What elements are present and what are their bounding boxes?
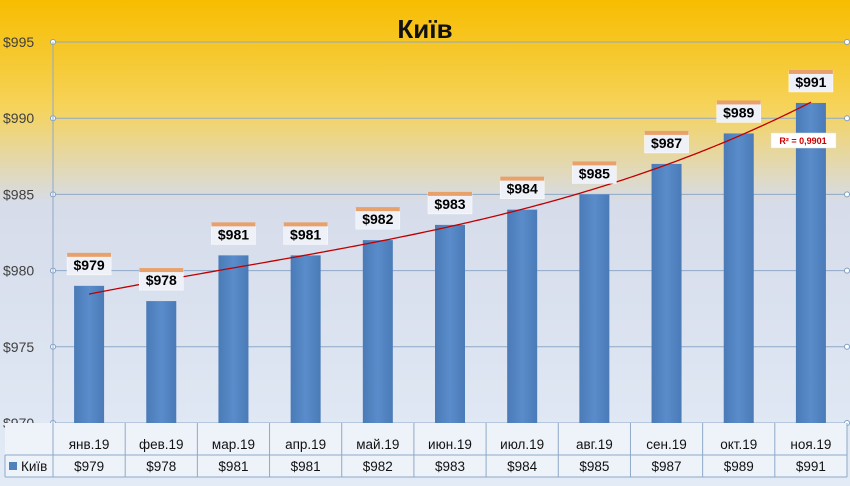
data-label: $981 xyxy=(290,226,321,242)
data-label: $982 xyxy=(362,211,393,227)
table-value: $983 xyxy=(435,459,465,474)
data-label-callout: $987 xyxy=(644,130,689,154)
data-label: $983 xyxy=(434,196,465,212)
y-tick-label: $985 xyxy=(3,186,34,202)
data-table: янв.19 $979 фев.19 $978 мар.19 $981 апр.19 $981… xyxy=(4,423,848,478)
data-label-callout: $979 xyxy=(66,252,112,276)
x-tick-label: янв.19 xyxy=(69,437,110,452)
table-value: $991 xyxy=(796,459,826,474)
bar xyxy=(795,102,826,424)
data-label: $987 xyxy=(651,135,682,151)
data-label-callout: $989 xyxy=(716,100,761,123)
x-tick-label: ноя.19 xyxy=(790,437,831,452)
bar xyxy=(723,133,754,423)
bar xyxy=(218,255,249,423)
data-label: $984 xyxy=(507,181,538,197)
data-label-callout: $982 xyxy=(355,207,401,230)
data-label: $979 xyxy=(74,257,105,273)
r-squared-label: R² = 0,9901 xyxy=(779,136,826,146)
y-tick-label: $990 xyxy=(3,110,34,126)
bar xyxy=(651,163,682,424)
x-tick-label: авг.19 xyxy=(576,437,613,452)
table-value: $985 xyxy=(579,459,609,474)
data-label-cap xyxy=(500,176,545,181)
table-value: $981 xyxy=(291,459,321,474)
gridline-marker xyxy=(844,343,850,350)
data-label-callout: $983 xyxy=(427,191,473,215)
data-label: $989 xyxy=(723,104,754,120)
data-label-callout: $978 xyxy=(139,268,184,291)
data-label-callout: $981 xyxy=(283,222,328,245)
gridline-marker xyxy=(844,115,850,122)
table-background xyxy=(5,423,847,477)
bar xyxy=(507,209,538,423)
data-label-cap xyxy=(139,268,184,273)
table-value: $982 xyxy=(363,459,393,474)
x-tick-label: сен.19 xyxy=(646,437,686,452)
data-label: $978 xyxy=(146,272,177,288)
bar xyxy=(579,194,610,423)
data-label-cap xyxy=(644,130,689,135)
x-tick-label: окт.19 xyxy=(720,437,757,452)
data-label-callout: $991 xyxy=(788,69,834,93)
x-tick-label: июн.19 xyxy=(428,437,472,452)
gridline-marker xyxy=(844,191,850,198)
r-squared-box: R² = 0,9901 xyxy=(770,132,837,149)
data-label-cap xyxy=(716,100,761,105)
data-label-cap xyxy=(428,191,472,196)
gridline-marker xyxy=(844,39,850,45)
x-tick-label: апр.19 xyxy=(285,437,326,452)
bar xyxy=(146,301,177,423)
data-label-cap xyxy=(67,252,112,257)
table-value: $978 xyxy=(146,459,176,474)
bar xyxy=(290,255,321,423)
x-tick-label: фев.19 xyxy=(139,437,184,452)
data-label: $981 xyxy=(218,226,249,242)
y-tick-label: $975 xyxy=(3,339,34,355)
data-label-cap xyxy=(572,161,617,166)
table-value: $981 xyxy=(218,459,248,474)
data-label-cap xyxy=(355,207,400,212)
y-tick-label: $995 xyxy=(3,34,34,50)
data-label-callout: $981 xyxy=(211,222,256,245)
data-label-callout: $985 xyxy=(572,161,617,184)
legend-swatch xyxy=(9,462,17,470)
data-label: $991 xyxy=(795,74,826,90)
data-label-cap xyxy=(788,69,833,74)
x-tick-label: июл.19 xyxy=(500,437,544,452)
table-value: $979 xyxy=(74,459,104,474)
table-value: $984 xyxy=(507,459,538,474)
bar xyxy=(362,240,393,423)
legend-series-name: Київ xyxy=(21,459,47,474)
table-value: $987 xyxy=(652,459,682,474)
bar xyxy=(435,224,465,423)
y-tick-label: $980 xyxy=(3,263,34,279)
data-label: $985 xyxy=(579,165,610,181)
x-tick-label: мар.19 xyxy=(212,437,255,452)
chart-title: Київ xyxy=(397,14,452,44)
table-value: $989 xyxy=(724,459,754,474)
trendline xyxy=(88,101,812,295)
data-label-cap xyxy=(283,222,328,227)
gridline-marker xyxy=(844,267,850,274)
x-tick-label: май.19 xyxy=(356,437,399,452)
data-label-cap xyxy=(211,222,256,227)
bar xyxy=(74,285,105,423)
data-label-callout: $984 xyxy=(499,176,545,199)
